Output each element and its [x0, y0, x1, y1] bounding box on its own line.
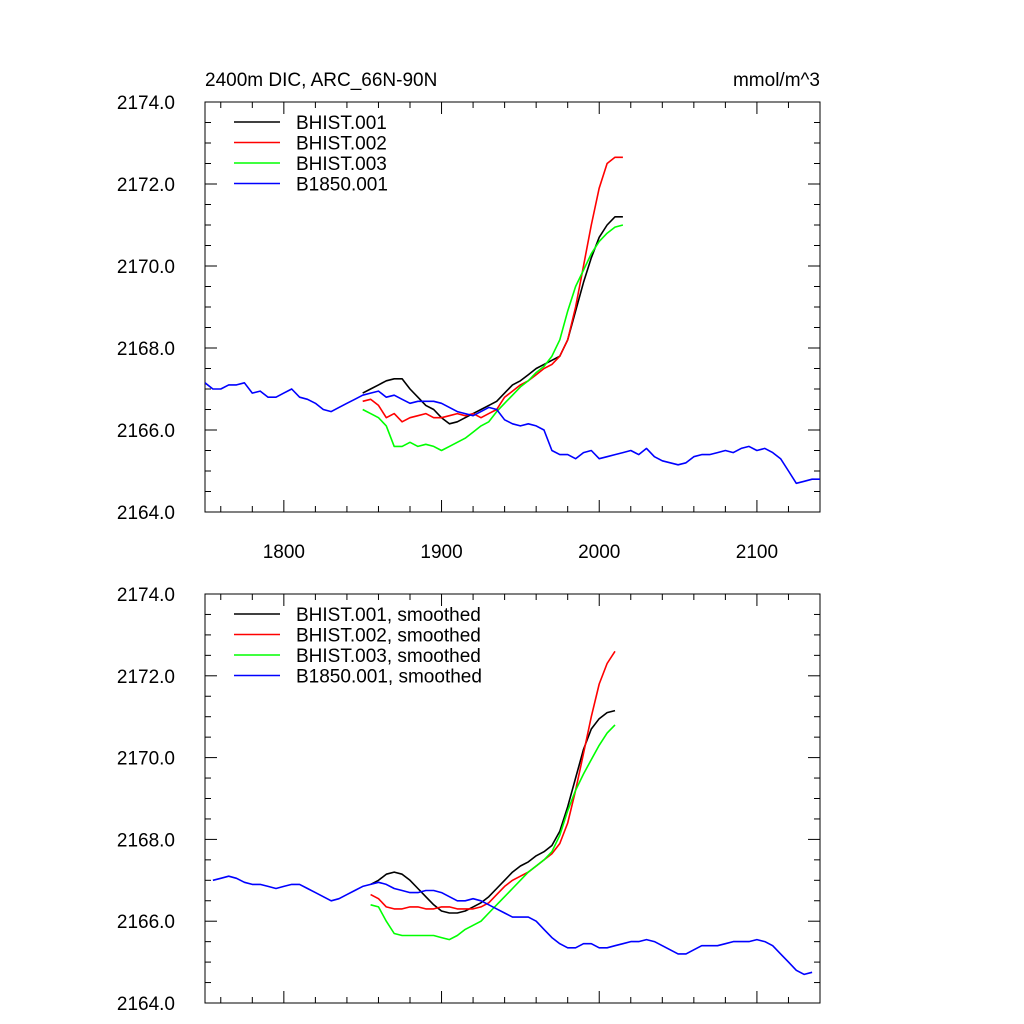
series-line-4: [205, 381, 820, 485]
y-tick-label: 2168.0: [117, 339, 175, 360]
y-tick-label: 2170.0: [117, 257, 175, 278]
series-line-4: [212, 875, 813, 976]
legend-label: BHIST.003: [296, 154, 387, 175]
legend-label: BHIST.002: [296, 134, 387, 155]
x-tick-label: 1900: [420, 542, 462, 563]
bottom-panel: 2164.0 2166.0 2168.0 2170.0 2172.0 2174.0 BHIS…: [117, 585, 821, 1015]
y-tick-label: 2172.0: [117, 175, 175, 196]
series-line-2: [362, 156, 623, 423]
y-tick-label: 2164.0: [117, 994, 175, 1015]
series-line-3: [362, 224, 624, 452]
y-tick-label: 2174.0: [117, 93, 175, 114]
units-label: mmol/m^3: [733, 70, 820, 91]
y-tick-label: 2164.0: [117, 503, 175, 524]
chart-title: 2400m DIC, ARC_66N-90N: [205, 70, 437, 91]
y-tick-label: 2170.0: [117, 749, 175, 770]
legend-label: B1850.001, smoothed: [296, 667, 482, 688]
series-group: [212, 650, 813, 976]
legend-label: B1850.001: [296, 175, 388, 196]
x-tick-label: 2100: [736, 542, 778, 563]
x-tick-label: 1800: [263, 542, 305, 563]
y-tick-label: 2166.0: [117, 912, 175, 933]
series-group: [205, 156, 820, 485]
legend-label: BHIST.001: [296, 113, 387, 134]
y-tick-label: 2166.0: [117, 421, 175, 442]
legend-label: BHIST.002, smoothed: [296, 626, 481, 647]
series-line-1: [370, 709, 616, 914]
y-tick-label: 2168.0: [117, 830, 175, 851]
series-line-1: [362, 216, 623, 425]
y-tick-label: 2174.0: [117, 585, 175, 606]
y-tick-label: 2172.0: [117, 667, 175, 688]
legend-label: BHIST.003, smoothed: [296, 646, 481, 667]
series-line-3: [370, 724, 616, 941]
x-tick-label: 2000: [578, 542, 620, 563]
series-line-2: [370, 650, 616, 910]
legend-label: BHIST.001, smoothed: [296, 605, 481, 626]
top-panel: 2164.0 2166.0 2168.0 2170.0 2172.0 2174.0 1800…: [117, 93, 821, 563]
